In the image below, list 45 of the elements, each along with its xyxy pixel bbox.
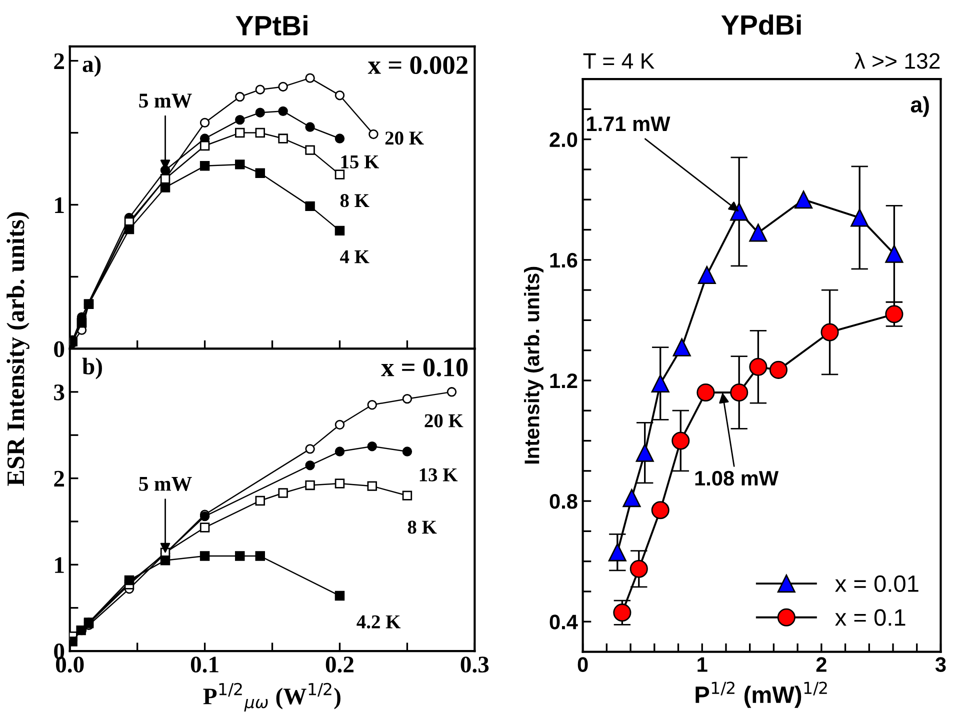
y-tick-label: 0 <box>54 341 64 358</box>
x-tick-label: 0 <box>578 657 588 672</box>
text: λ >> 132 <box>854 52 940 69</box>
y-tick-label: 2 <box>54 470 64 486</box>
annotation: 5 mW <box>139 94 192 108</box>
y-tick-label: 2 <box>54 53 64 69</box>
y-axis-title: Intensity (arb. units) <box>524 266 544 464</box>
annotation: 1.71 mW <box>587 116 670 131</box>
annotation: 1.08 mW <box>695 470 779 486</box>
series-label: 4 K <box>340 250 370 264</box>
x-tick-label: 3 <box>935 657 946 672</box>
y-axis-title: ESR Intensity (arb. units) <box>6 212 30 486</box>
annotation: x = 0.002 <box>368 56 468 74</box>
x-tick-label: 0.2 <box>326 656 354 673</box>
annotation: a) <box>910 96 929 117</box>
x-axis-title: P$^{1/2}$ (mW)$^{1/2}$ <box>696 682 827 708</box>
annotation: 5 mW <box>139 477 192 491</box>
annotation: b) <box>82 358 102 380</box>
legend-label: x = 0.01 <box>835 575 918 592</box>
annotation: a) <box>82 55 101 77</box>
series-label: 8 K <box>340 194 370 208</box>
y-tick-label: 2.0 <box>550 132 578 148</box>
series-label: 15 K <box>341 155 380 168</box>
y-tick-label: 1.6 <box>550 252 578 268</box>
y-tick-label: 1 <box>55 557 64 573</box>
y-tick-label: 1 <box>55 197 64 213</box>
series-label: 4.2 K <box>356 615 401 628</box>
chart-title: YPtBi <box>236 15 308 36</box>
y-tick-label: 0.4 <box>550 614 578 630</box>
text: T = 4 K <box>583 53 654 69</box>
chart-title: YPdBi <box>721 14 801 35</box>
y-tick-label: 0.8 <box>550 494 578 509</box>
series-label: 20 K <box>424 414 464 428</box>
y-tick-label: 3 <box>54 384 64 400</box>
series-label: 20 K <box>385 132 424 145</box>
x-tick-label: 2 <box>816 657 826 672</box>
series-label: 13 K <box>420 468 458 482</box>
annotation: x = 0.10 <box>381 358 468 376</box>
x-tick-label: 0.3 <box>460 656 489 673</box>
x-axis-title: P$^{1/2}$$_{μω}$ (W$^{1/2}$) <box>203 682 340 712</box>
x-tick-label: 1 <box>698 657 708 672</box>
legend-label: x = 0.1 <box>835 609 906 626</box>
series-label: 8 K <box>408 520 437 534</box>
y-tick-label: 1.2 <box>550 373 578 388</box>
x-tick-label: 0.1 <box>190 656 218 673</box>
